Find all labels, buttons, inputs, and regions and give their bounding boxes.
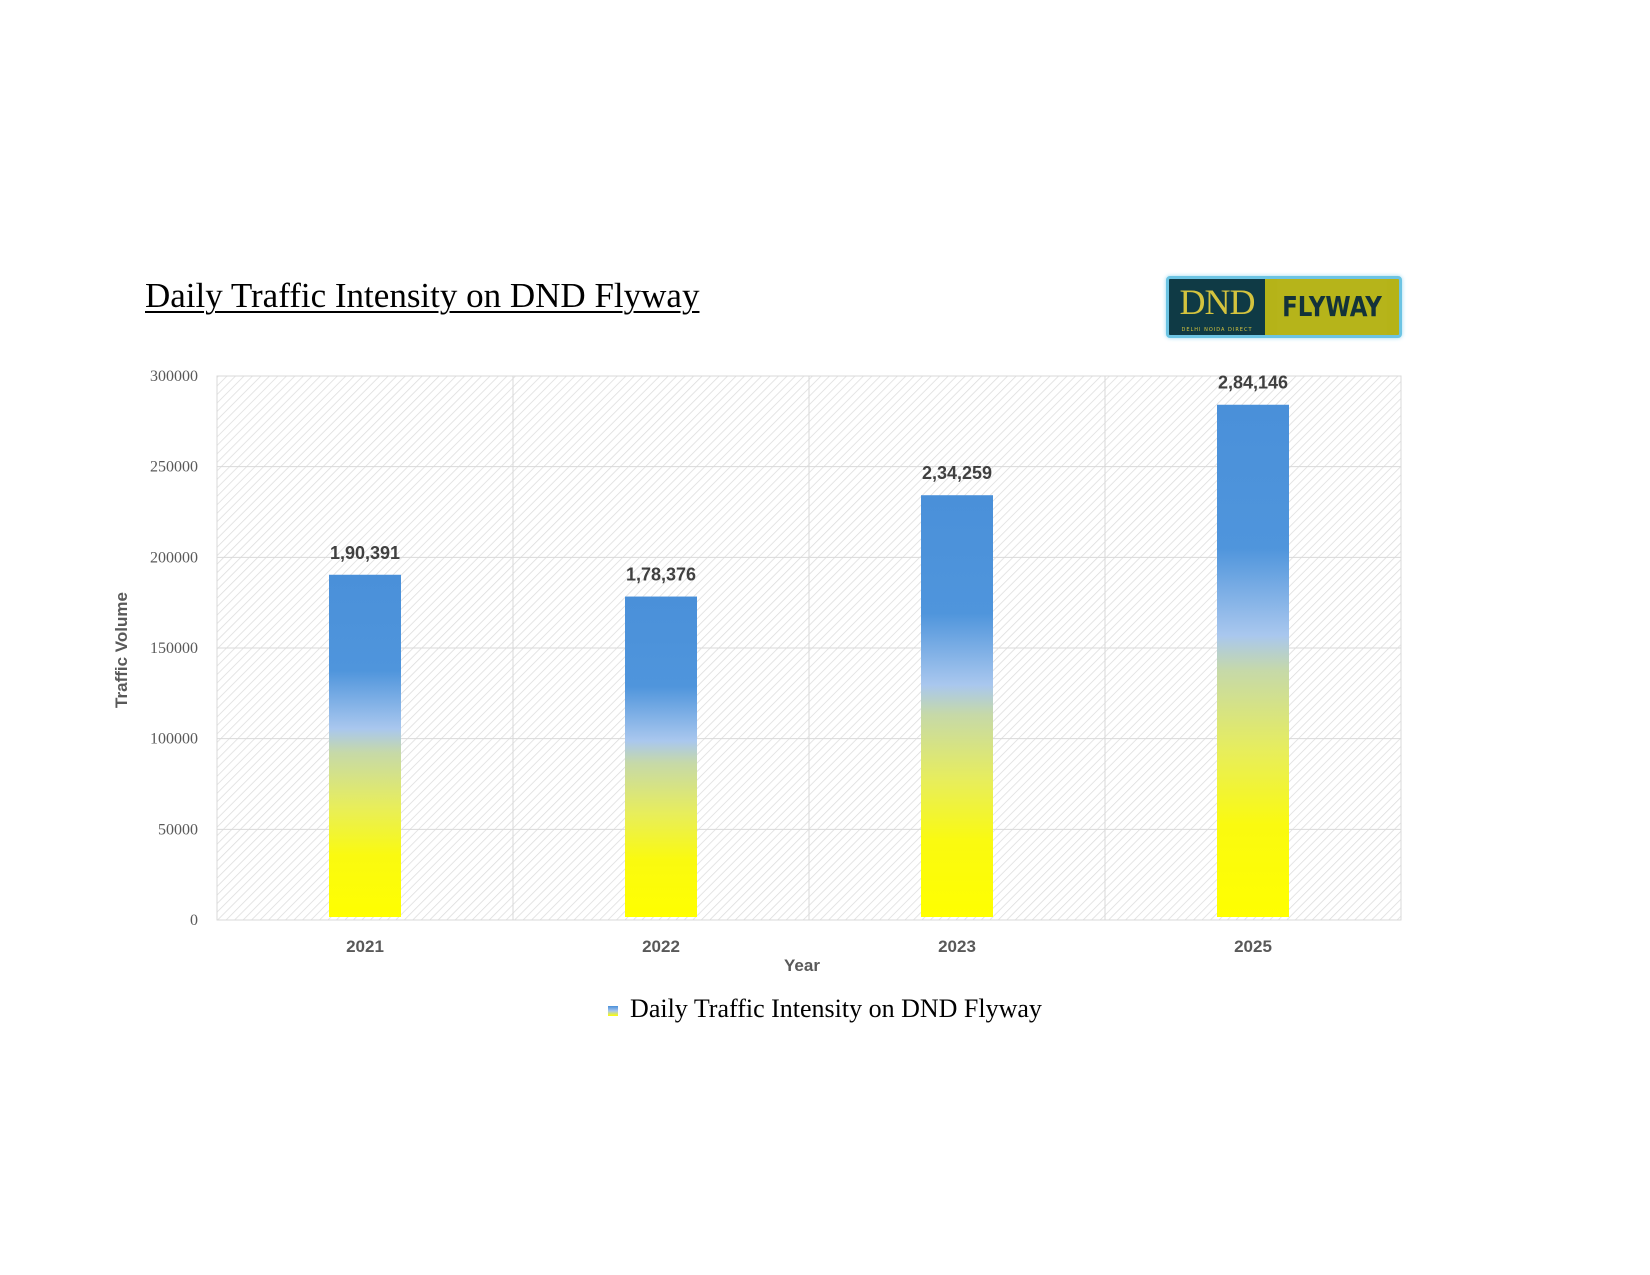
x-tick-label: 2023 [938, 937, 976, 956]
y-tick-label: 100000 [150, 731, 198, 748]
legend: Daily Traffic Intensity on DND Flyway [0, 994, 1650, 1024]
x-tick-label: 2021 [346, 937, 384, 956]
bar-2023 [921, 495, 993, 917]
x-axis-ticks: 2021 2022 2023 2025 [346, 937, 1272, 956]
y-tick-label: 250000 [150, 459, 198, 476]
bar-2025 [1217, 404, 1289, 917]
bar-2021 [329, 574, 401, 917]
x-tick-label: 2022 [642, 937, 680, 956]
logo-dnd-text: DND DELHI NOIDA DIRECT [1169, 279, 1265, 335]
data-label-2022: 1,78,376 [626, 565, 696, 585]
logo-subtitle: DELHI NOIDA DIRECT [1181, 327, 1253, 333]
grid-lines [217, 375, 1401, 921]
y-axis-label: Traffic Volume [112, 592, 131, 708]
y-tick-label: 150000 [150, 640, 198, 657]
page-title: Daily Traffic Intensity on DND Flyway [145, 276, 700, 315]
data-label-2025: 2,84,146 [1218, 373, 1288, 393]
legend-label: Daily Traffic Intensity on DND Flyway [630, 994, 1042, 1023]
bars [329, 404, 1289, 917]
bar-2022 [625, 596, 697, 917]
data-labels: 1,90,391 1,78,376 2,34,259 2,84,146 [330, 373, 1288, 585]
x-axis-label: Year [784, 956, 820, 975]
y-tick-label: 0 [190, 912, 198, 929]
y-tick-label: 50000 [158, 821, 198, 838]
x-tick-label: 2025 [1234, 937, 1272, 956]
y-axis-ticks: 0 50000 100000 150000 200000 250000 300000 [150, 368, 198, 929]
y-tick-label: 200000 [150, 549, 198, 566]
data-label-2023: 2,34,259 [922, 463, 992, 483]
logo-flyway-text: FLYWAY [1277, 279, 1387, 335]
legend-swatch [608, 1006, 619, 1017]
dnd-flyway-logo: DND DELHI NOIDA DIRECT FLYWAY [1166, 276, 1402, 338]
data-label-2021: 1,90,391 [330, 543, 400, 563]
y-tick-label: 300000 [150, 368, 198, 385]
